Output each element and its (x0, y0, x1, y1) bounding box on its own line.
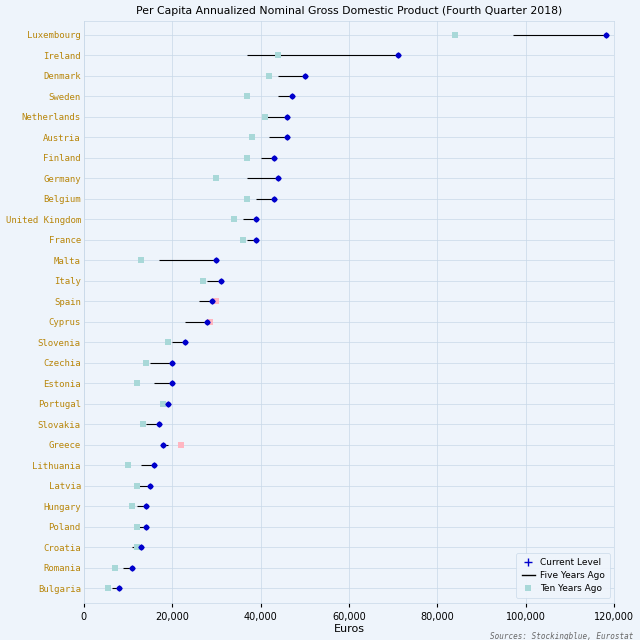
Legend: Current Level, Five Years Ago, Ten Years Ago: Current Level, Five Years Ago, Ten Years… (516, 553, 610, 598)
Title: Per Capita Annualized Nominal Gross Domestic Product (Fourth Quarter 2018): Per Capita Annualized Nominal Gross Dome… (136, 6, 562, 15)
Text: Sources: Stockingblue, Eurostat: Sources: Stockingblue, Eurostat (490, 632, 634, 640)
X-axis label: Euros: Euros (333, 625, 365, 634)
